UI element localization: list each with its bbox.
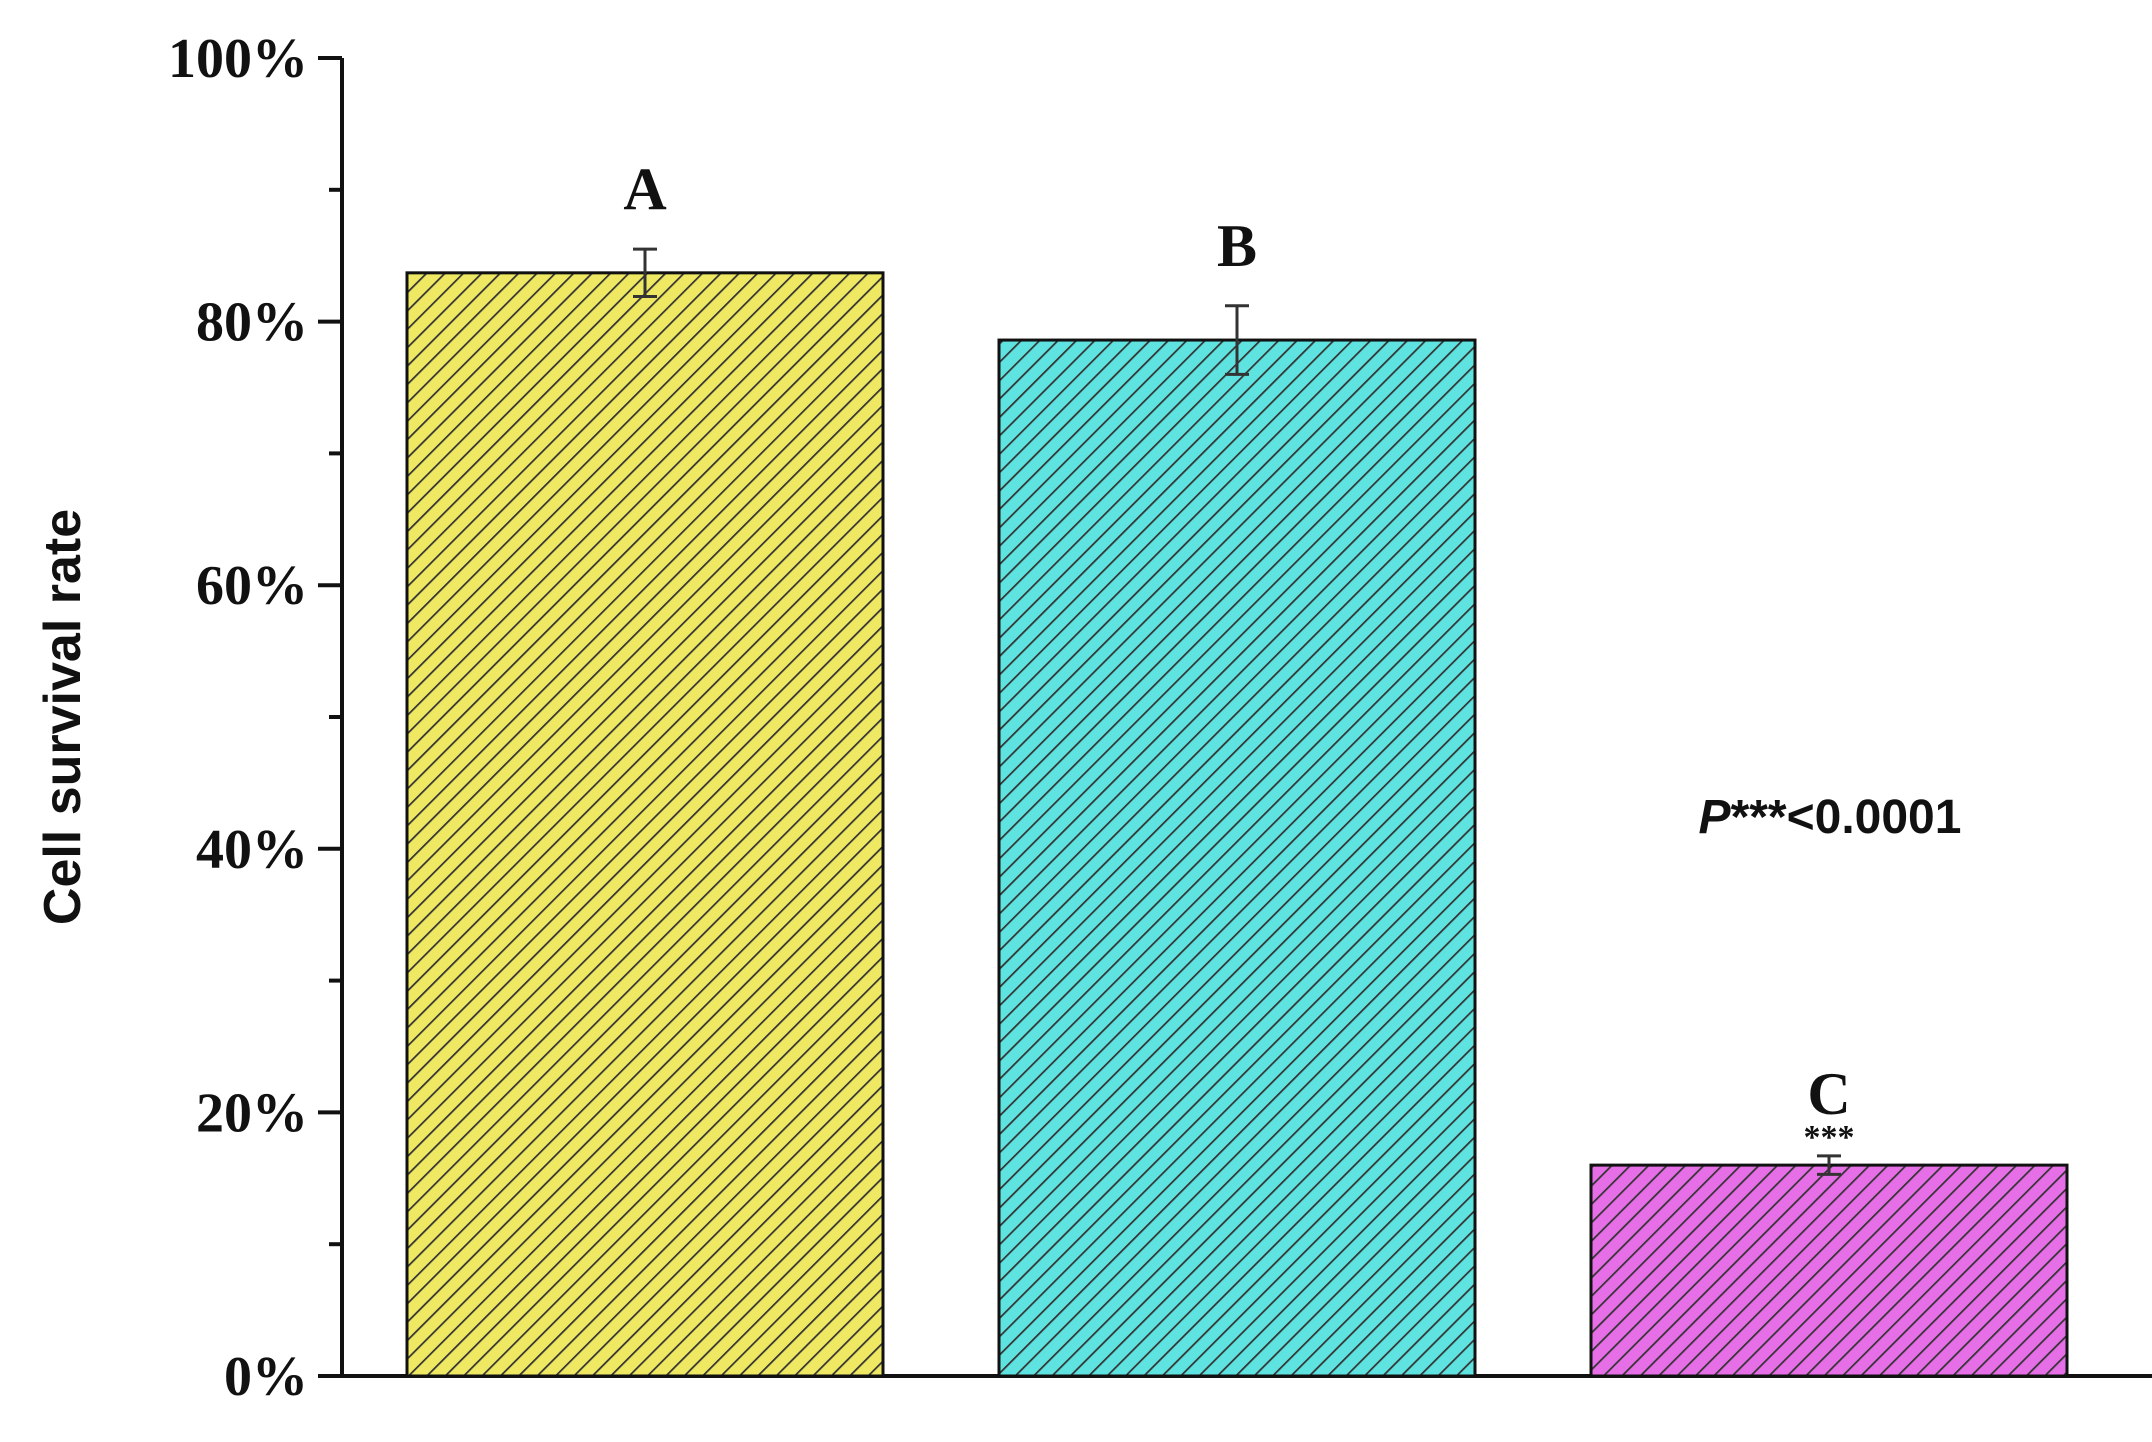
bar <box>405 271 885 1378</box>
y-axis-label: Cell survival rate <box>34 509 92 925</box>
bar-label: C <box>1807 1061 1850 1127</box>
bar <box>1589 1163 2069 1378</box>
significance-annotation: P***<0.0001 <box>1699 791 1962 844</box>
bar <box>997 338 1477 1378</box>
y-tick-label: 100% <box>168 28 308 90</box>
y-tick-label: 80% <box>196 292 308 354</box>
y-tick-label: 60% <box>196 555 308 617</box>
bar-label: A <box>623 156 666 222</box>
axes: 0% 20% 40% 60% 80% 100% <box>168 28 2152 1408</box>
y-tick-label: 20% <box>196 1082 308 1144</box>
bars: A B ***C <box>405 156 2069 1378</box>
p-value-symbol: P <box>1699 791 1732 844</box>
y-tick-label: 40% <box>196 819 308 881</box>
significance-stars: *** <box>1804 1119 1855 1156</box>
bar-label: B <box>1217 213 1257 279</box>
y-tick-label: 0% <box>224 1346 308 1408</box>
p-value-text: ***<0.0001 <box>1731 791 1962 844</box>
